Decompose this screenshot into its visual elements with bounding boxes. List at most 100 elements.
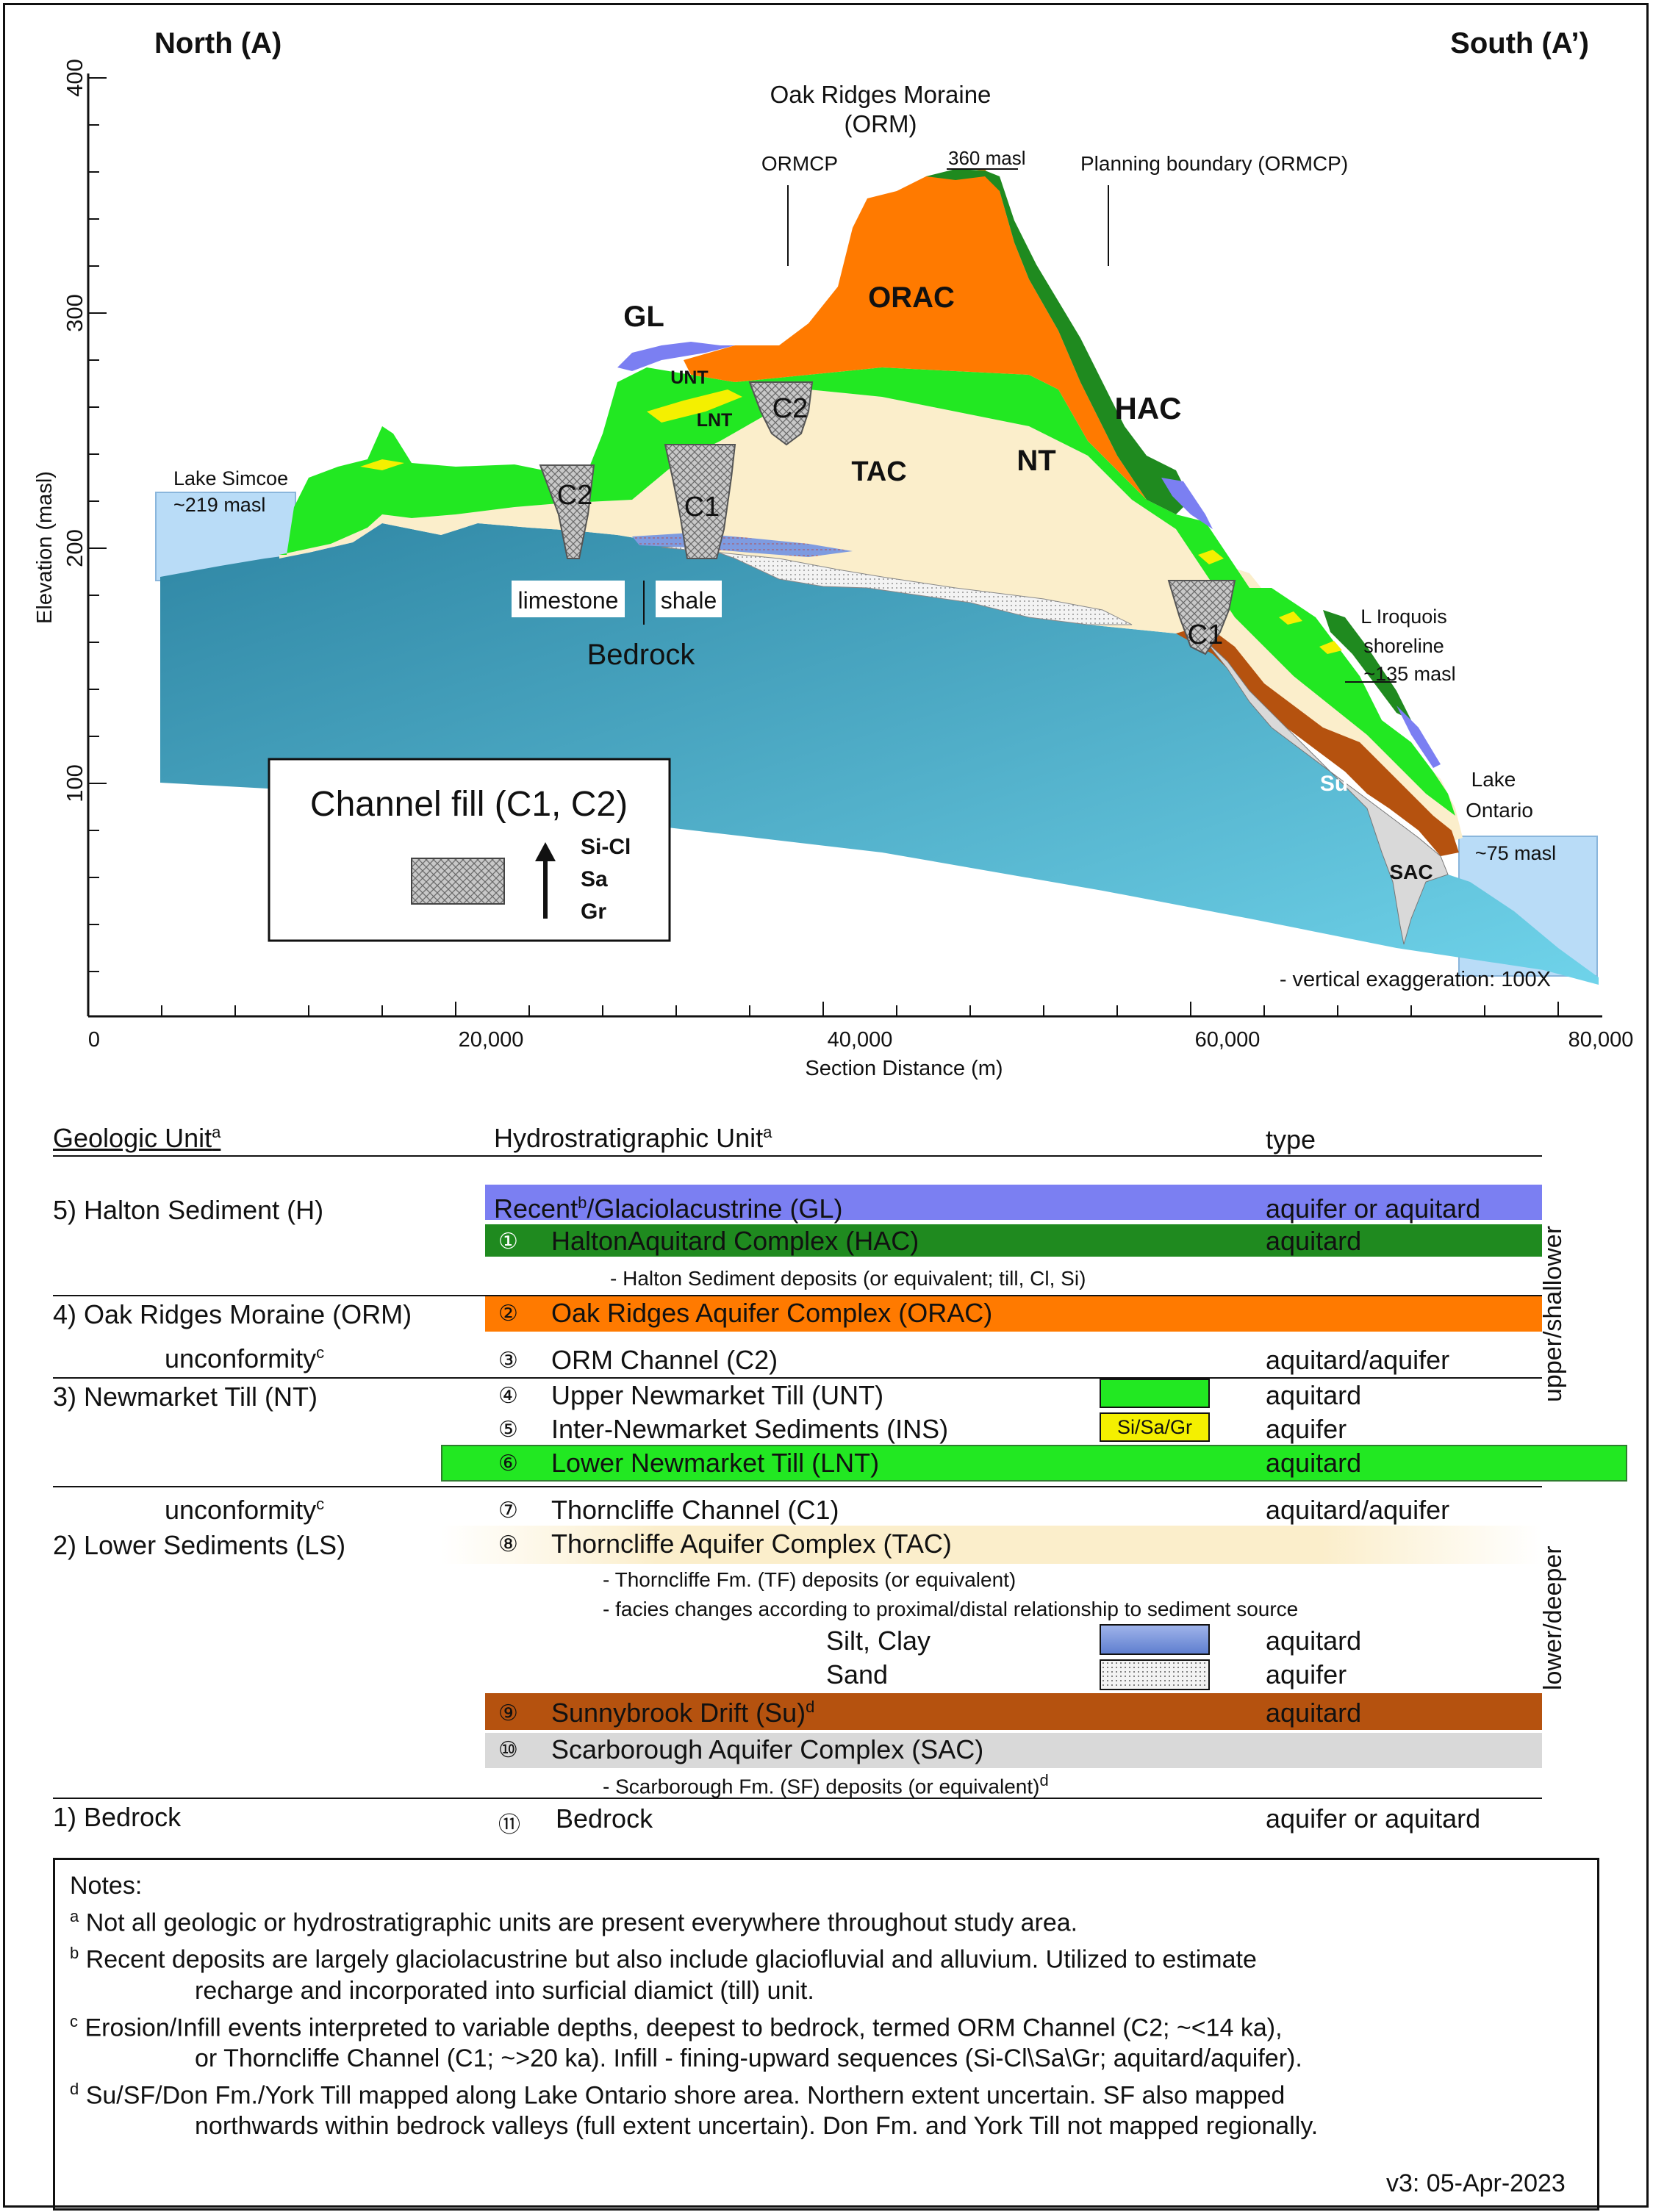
- y-ticks: [88, 77, 107, 972]
- row-c2: ORM Channel (C2): [551, 1345, 778, 1375]
- x-tick-40000: 40,000: [828, 1028, 893, 1052]
- lnt-label: LNT: [697, 410, 733, 431]
- x-tick-80000: 80,000: [1568, 1028, 1634, 1052]
- bar-su: [485, 1693, 1542, 1730]
- type-c2: aquitard/aquifer: [1266, 1345, 1450, 1375]
- seq-sa: Sa: [581, 867, 608, 891]
- orm-title-1: Oak Ridges Moraine: [770, 81, 992, 108]
- row-ins: Inter-Newmarket Sediments (INS): [551, 1414, 949, 1444]
- note-d: d Su/SF/Don Fm./York Till mapped along L…: [70, 2079, 1286, 2110]
- x-ticks: [161, 1002, 1559, 1016]
- y-axis-label: Elevation (masl): [33, 471, 57, 624]
- bar-tac: [441, 1526, 1542, 1564]
- header-type: type: [1266, 1124, 1316, 1155]
- channel-fill-swatch: [411, 858, 505, 905]
- row-halton-note: - Halton Sediment deposits (or equivalen…: [610, 1267, 1086, 1290]
- side-upper: upper/shallower: [1539, 1225, 1567, 1402]
- row-su: Sunnybrook Drift (Su)d: [551, 1698, 815, 1728]
- gl-unit: [617, 342, 735, 371]
- num-6: ⑥: [498, 1451, 518, 1476]
- iroquois-2: shoreline: [1363, 635, 1444, 657]
- channel-box-title: Channel fill (C1, C2): [310, 785, 628, 824]
- type-su: aquitard: [1266, 1698, 1362, 1728]
- note-d-cont: northwards within bedrock valleys (full …: [195, 2112, 1319, 2141]
- type-gl: aquifer or aquitard: [1266, 1193, 1481, 1224]
- bar-orac: [485, 1295, 1542, 1332]
- limestone-label: limestone: [518, 587, 619, 614]
- x-tick-20000: 20,000: [459, 1028, 524, 1052]
- row-sand: Sand: [826, 1659, 889, 1689]
- rule-2: [53, 1377, 1542, 1379]
- channel-fill-box: Channel fill (C1, C2) Si-Cl Sa Gr: [268, 758, 671, 942]
- num-7: ⑦: [498, 1498, 518, 1523]
- orac-unit: [684, 169, 1176, 514]
- vertical-exaggeration: - vertical exaggeration: 100X: [1280, 968, 1551, 991]
- swatch-sand: [1100, 1659, 1210, 1690]
- ormcp-left: ORMCP: [761, 152, 838, 175]
- num-5: ⑤: [498, 1417, 518, 1443]
- rule-4: [53, 1798, 1542, 1799]
- gl-label: GL: [623, 301, 664, 333]
- x-tick-60000: 60,000: [1195, 1028, 1261, 1052]
- orac-label: ORAC: [868, 281, 955, 314]
- c2-east-label: C2: [772, 393, 808, 424]
- x-axis-label: Section Distance (m): [805, 1057, 1003, 1080]
- bar-lnt: [441, 1445, 1627, 1482]
- row-facies-note: - facies changes according to proximal/d…: [603, 1598, 1299, 1620]
- rule-1: [53, 1295, 1542, 1296]
- header-rule: [53, 1155, 1542, 1157]
- arrow-head: [535, 842, 556, 861]
- su-label: Su: [1320, 772, 1348, 796]
- num-4: ④: [498, 1383, 518, 1409]
- c1-west-label: C1: [684, 492, 720, 523]
- num-2: ②: [498, 1301, 518, 1326]
- num-8: ⑧: [498, 1531, 518, 1557]
- type-c1: aquitard/aquifer: [1266, 1495, 1450, 1525]
- gl-unit-shore: [1396, 705, 1441, 768]
- swatch-ins: Si/Sa/Gr: [1100, 1412, 1210, 1442]
- note-c-cont: or Thorncliffe Channel (C1; ~>20 ka). In…: [195, 2044, 1302, 2072]
- ins-lens-3: [1198, 550, 1224, 564]
- lake-ontario-1: Lake: [1471, 768, 1516, 791]
- x-tick-labels: 0 20,000 40,000 60,000 80,000: [88, 1028, 1633, 1052]
- hac-unit-south: [1323, 610, 1411, 720]
- iroquois-1: L Iroquois: [1360, 606, 1447, 628]
- type-ins: aquifer: [1266, 1414, 1347, 1444]
- row-unt: Upper Newmarket Till (UNT): [551, 1380, 884, 1410]
- type-siltclay: aquitard: [1266, 1626, 1362, 1656]
- row-hac: HaltonAquitard Complex (HAC): [551, 1226, 919, 1256]
- sand-lens: [661, 545, 1133, 625]
- row-c1: Thorncliffe Channel (C1): [551, 1495, 839, 1525]
- notes-title: Notes:: [70, 1872, 143, 1900]
- south-label: South (A’): [1450, 27, 1589, 60]
- cross-section: North (A) South (A’) Elevation (masl) Se…: [33, 27, 1633, 1080]
- swatch-unt: [1100, 1379, 1210, 1408]
- tac-label: TAC: [851, 456, 906, 487]
- figure-frame: [3, 3, 1649, 2208]
- y-tick-100: 100: [62, 764, 87, 802]
- row-lnt: Lower Newmarket Till (LNT): [551, 1448, 880, 1478]
- y-tick-300: 300: [62, 294, 87, 332]
- north-label: North (A): [154, 27, 282, 60]
- note-a: a Not all geologic or hydrostratigraphic…: [70, 1907, 1078, 1937]
- version-label: v3: 05-Apr-2023: [1386, 2169, 1566, 2197]
- num-9: ⑨: [498, 1701, 518, 1726]
- planning-label: Planning boundary (ORMCP): [1080, 152, 1348, 175]
- y-tick-200: 200: [62, 529, 87, 567]
- sac-unit: [1205, 640, 1449, 945]
- num-10: ⑩: [498, 1737, 518, 1763]
- y-tick-400: 400: [62, 59, 87, 97]
- note-b: b Recent deposits are largely glaciolacu…: [70, 1944, 1257, 1974]
- row-siltclay: Silt, Clay: [826, 1626, 931, 1656]
- c1-channel-west: [664, 444, 736, 559]
- bar-hac: [485, 1224, 1542, 1257]
- nt-label: NT: [1016, 445, 1055, 477]
- note-b-cont: recharge and incorporated into surficial…: [195, 1976, 814, 2005]
- row-tf-note: - Thorncliffe Fm. (TF) deposits (or equi…: [603, 1568, 1016, 1591]
- hac-label: HAC: [1115, 391, 1182, 425]
- row-orac: Oak Ridges Aquifer Complex (ORAC): [551, 1298, 993, 1328]
- seq-sicl: Si-Cl: [581, 835, 631, 859]
- shale-label: shale: [661, 587, 717, 614]
- type-lnt: aquitard: [1266, 1448, 1362, 1478]
- geologic-4: 4) Oak Ridges Moraine (ORM): [53, 1299, 412, 1329]
